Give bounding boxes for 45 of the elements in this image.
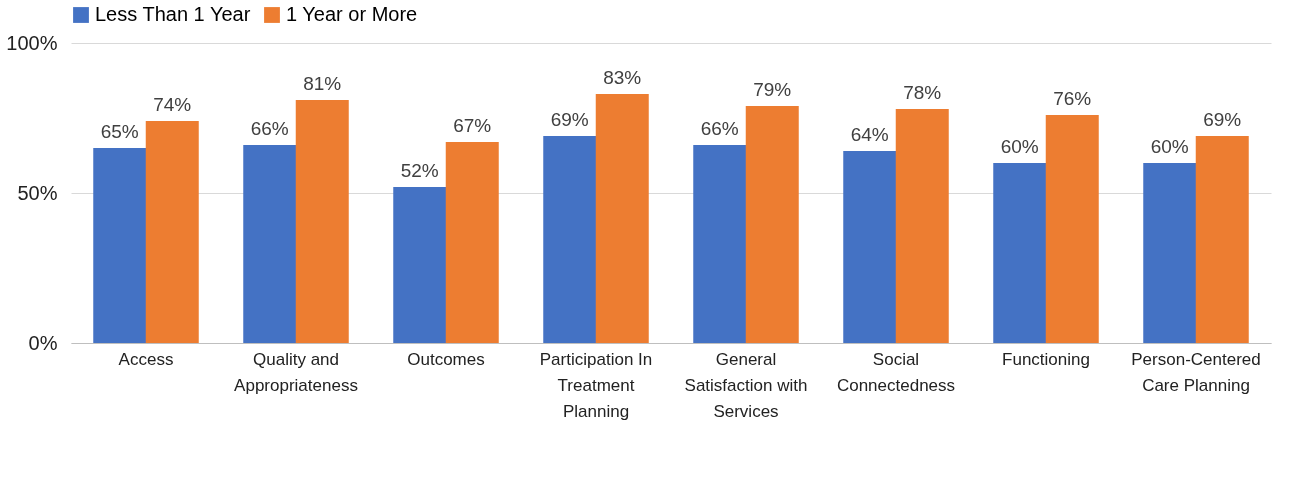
y-tick-label: 0% <box>28 331 58 354</box>
bar <box>1143 163 1197 343</box>
data-label: 69% <box>1203 109 1242 130</box>
x-tick-label: Access <box>118 349 174 369</box>
bar <box>145 121 199 343</box>
data-label: 76% <box>1053 88 1092 109</box>
bar <box>843 151 897 343</box>
bar <box>393 187 447 343</box>
data-label: 78% <box>903 82 942 103</box>
bar <box>243 145 297 343</box>
data-label: 83% <box>603 67 642 88</box>
x-tick-label: Quality and Appropriateness <box>234 349 358 395</box>
bar <box>745 106 799 343</box>
data-label: 66% <box>700 118 739 139</box>
data-label: 69% <box>550 109 589 130</box>
y-tick-label: 100% <box>6 31 58 54</box>
bar <box>993 163 1047 343</box>
data-label: 60% <box>1150 136 1189 157</box>
data-label: 52% <box>400 160 439 181</box>
x-tick-label: General Satisfaction with Services <box>684 349 808 421</box>
bar <box>93 148 147 343</box>
x-tick-label: Person-Centered Care Planning <box>1131 349 1261 395</box>
bar <box>445 142 499 343</box>
data-label: 81% <box>303 73 342 94</box>
bar <box>895 109 949 343</box>
legend-label: Less Than 1 Year <box>95 3 251 25</box>
data-label: 66% <box>250 118 289 139</box>
bar <box>543 136 597 343</box>
x-tick-label: Social Connectedness <box>836 349 956 395</box>
x-tick-label: Functioning <box>1002 349 1090 369</box>
data-label: 74% <box>153 94 192 115</box>
bar <box>693 145 747 343</box>
data-label: 60% <box>1000 136 1039 157</box>
legend-label: 1 Year or More <box>286 3 418 25</box>
data-label: 64% <box>850 124 889 145</box>
bar <box>1045 115 1099 343</box>
x-tick-label: Outcomes <box>407 349 485 369</box>
bar <box>295 100 349 343</box>
bar <box>1195 136 1249 343</box>
y-tick-label: 50% <box>17 181 58 204</box>
data-label: 67% <box>453 115 492 136</box>
data-label: 65% <box>100 121 139 142</box>
data-label: 79% <box>753 79 792 100</box>
bar <box>595 94 649 343</box>
x-tick-label: Participation In Treatment Planning <box>539 349 653 421</box>
